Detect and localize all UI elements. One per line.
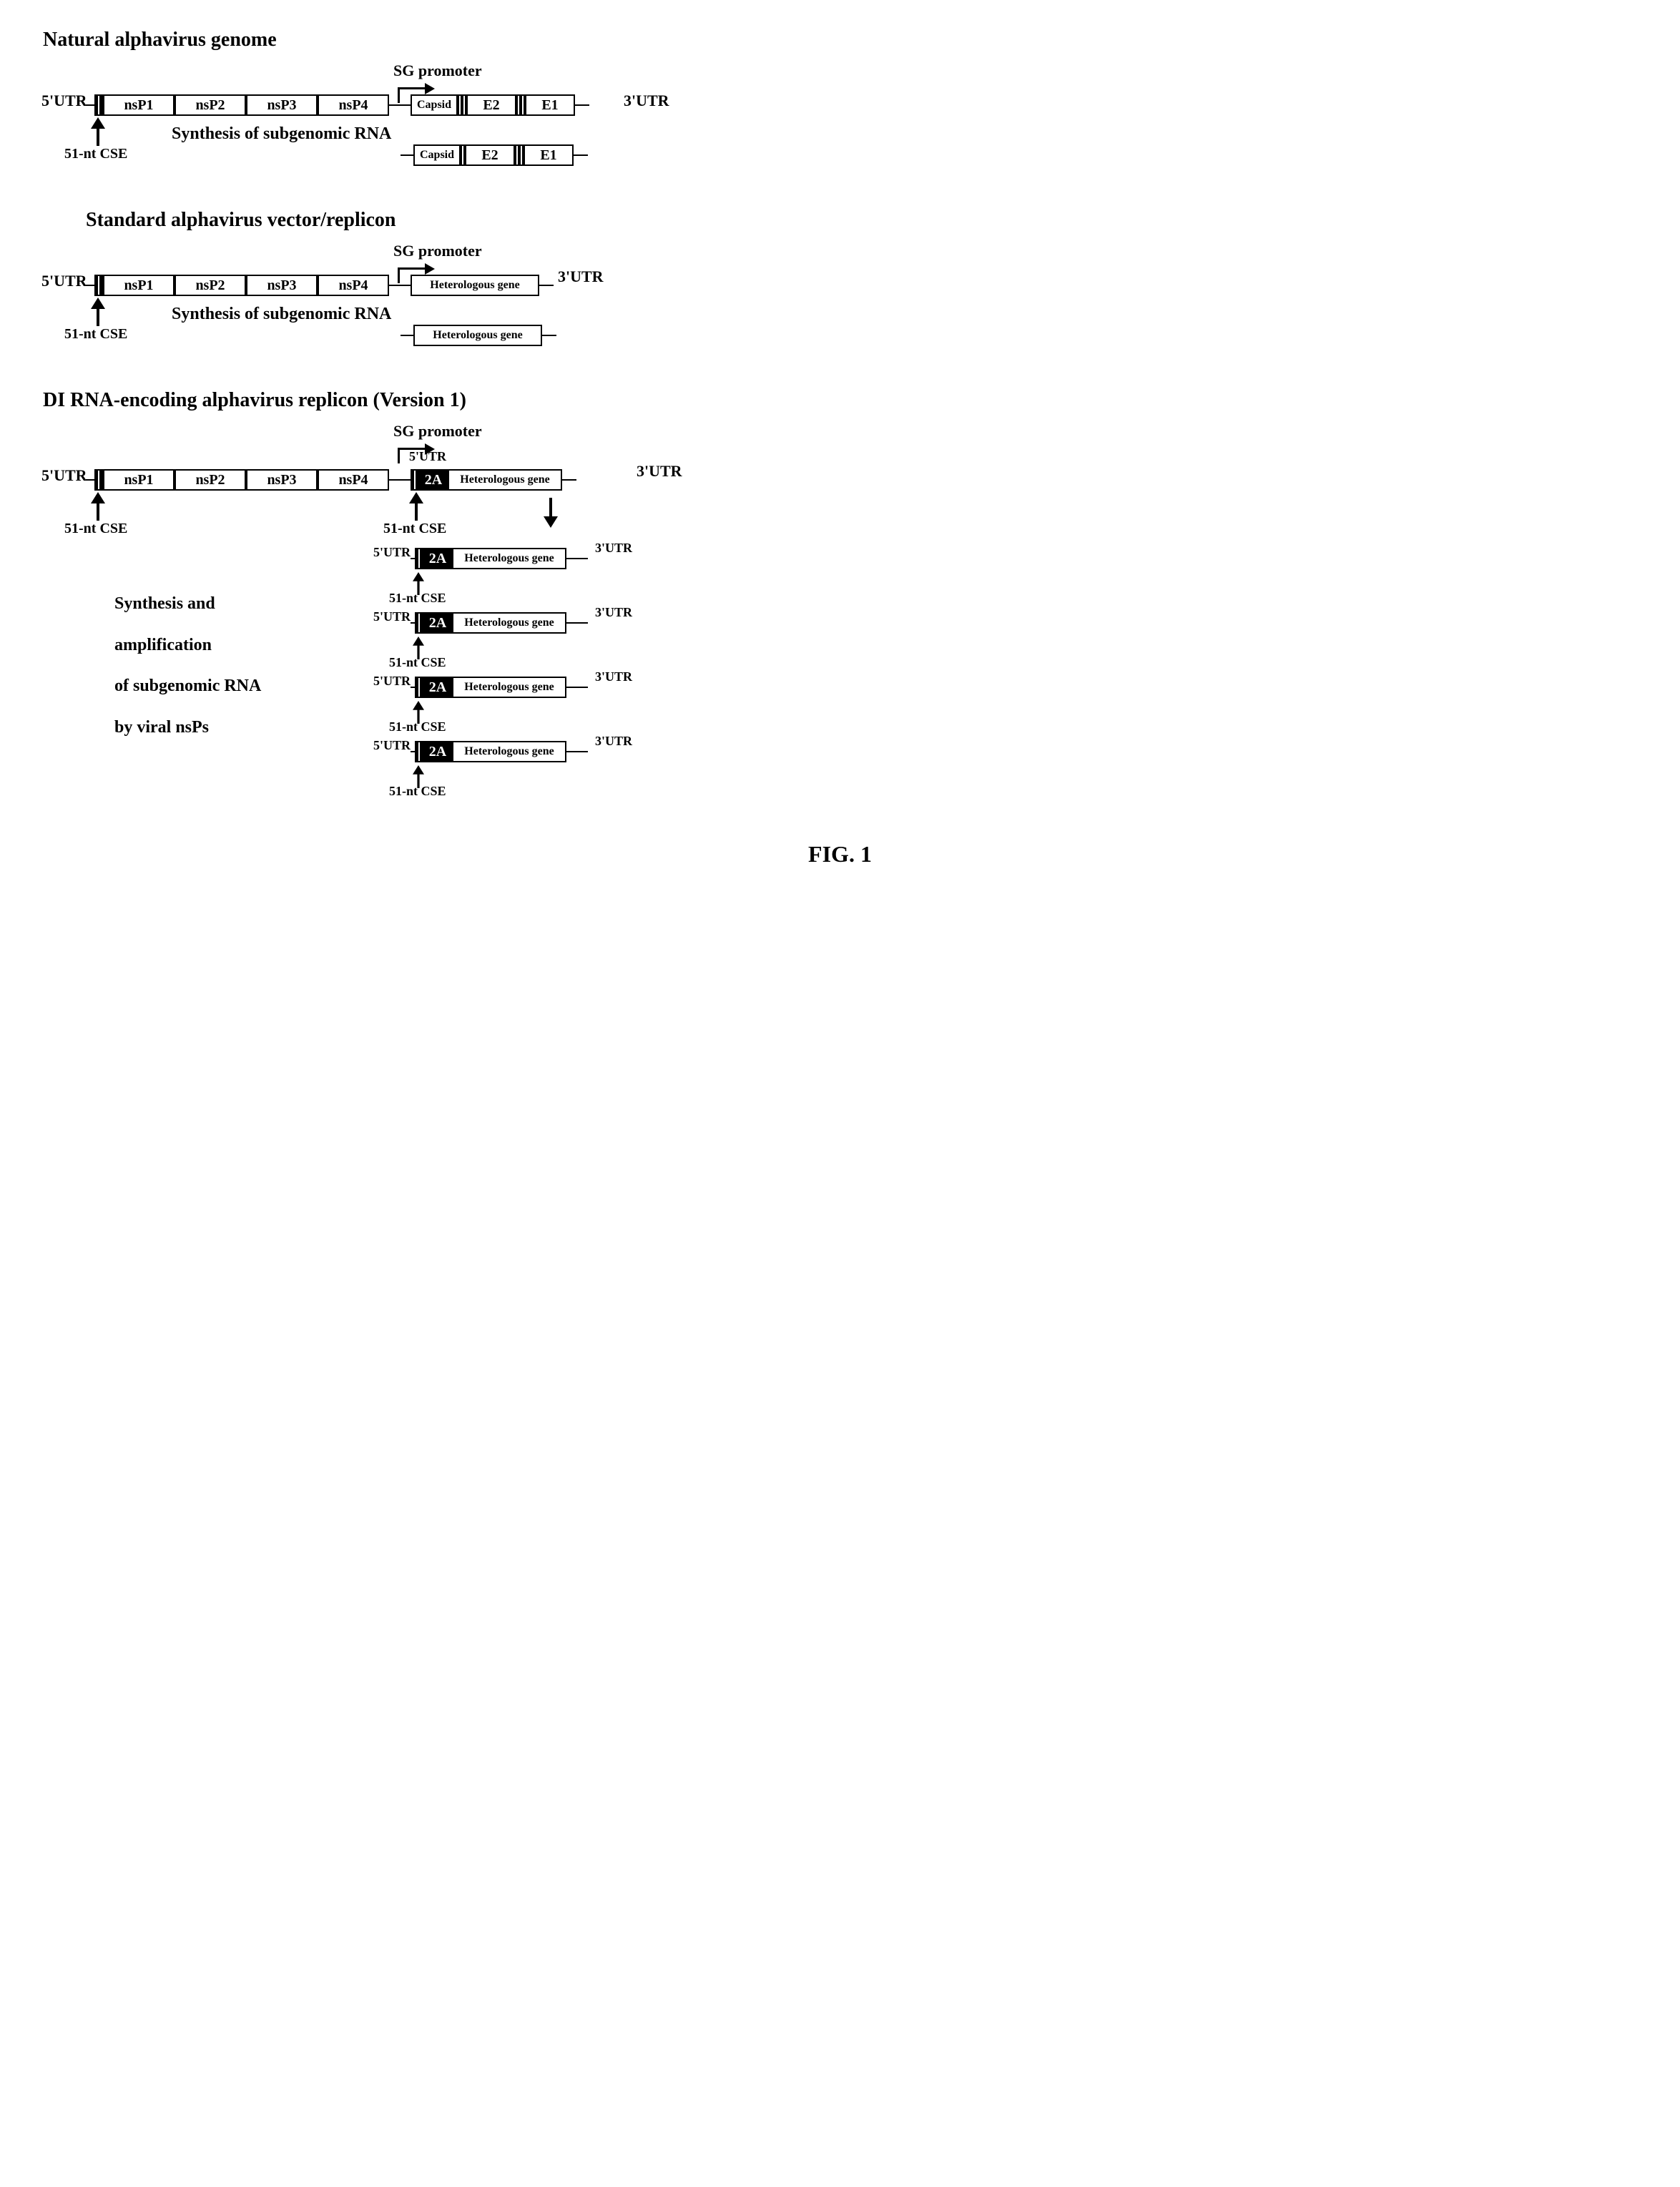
cse-text: 51-nt CSE [64, 521, 127, 537]
nsp1-box: nsP1 [103, 94, 175, 116]
nsp3-box: nsP3 [246, 94, 318, 116]
cse-arrow-icon [91, 298, 105, 326]
cse-text: 51-nt CSE [389, 784, 446, 799]
heterologous-box: Heterologous gene [452, 612, 566, 634]
synthesis-label: Synthesis of subgenomic RNA [172, 124, 391, 144]
heterologous-box: Heterologous gene [452, 677, 566, 698]
genome-track: nsP1 nsP2 nsP3 nsP4 Capsid E2 E1 [86, 94, 589, 116]
panel-di-rna-replicon: DI RNA-encoding alphavirus replicon (Ver… [43, 389, 1637, 798]
nsp2-box: nsP2 [175, 469, 246, 491]
five-utr-sub-label: 5'UTR [409, 449, 446, 464]
cse-text: 51-nt CSE [389, 655, 446, 670]
twoA-box: 2A [419, 469, 448, 491]
sg-product-track: 2A Heterologous gene [411, 612, 588, 634]
subgenomic-track: Heterologous gene [401, 325, 556, 346]
five-utr-label: 5'UTR [373, 609, 411, 624]
panel1-title: Natural alphavirus genome [43, 29, 1637, 51]
amplification-text: Synthesis and amplification of subgenomi… [114, 584, 261, 748]
sg-product-track: 2A Heterologous gene [411, 741, 588, 762]
e2-box: E2 [466, 94, 516, 116]
nsp1-box: nsP1 [103, 469, 175, 491]
three-utr-label: 3'UTR [595, 605, 632, 620]
cse-text: 51-nt CSE [64, 326, 127, 343]
cse-element [94, 469, 103, 491]
heterologous-box: Heterologous gene [413, 325, 542, 346]
nsp4-box: nsP4 [318, 275, 389, 296]
three-utr-label: 3'UTR [595, 669, 632, 684]
amp-line-4: by viral nsPs [114, 707, 261, 749]
cse-element [94, 94, 103, 116]
cse-text: 51-nt CSE [389, 719, 446, 734]
cse-text: 51-nt CSE [389, 591, 446, 606]
five-utr-label: 5'UTR [41, 466, 87, 485]
cse-text: 51-nt CSE [383, 521, 446, 537]
nsp4-box: nsP4 [318, 469, 389, 491]
amp-line-1: Synthesis and [114, 584, 261, 625]
sg-product-track: 2A Heterologous gene [411, 548, 588, 569]
e1-box: E1 [525, 94, 575, 116]
figure-label: FIG. 1 [43, 841, 1637, 868]
panel2-title: Standard alphavirus vector/replicon [86, 209, 1637, 232]
panel-natural-genome: Natural alphavirus genome SG promoter 5'… [43, 29, 1637, 166]
amp-line-3: of subgenomic RNA [114, 666, 261, 707]
nsp4-box: nsP4 [318, 94, 389, 116]
three-utr-label: 3'UTR [637, 462, 682, 481]
panel-standard-replicon: Standard alphavirus vector/replicon SG p… [43, 209, 1637, 346]
amp-line-2: amplification [114, 625, 261, 667]
capsid-box: Capsid [411, 94, 458, 116]
synthesis-label: Synthesis of subgenomic RNA [172, 305, 391, 324]
five-utr-label: 5'UTR [373, 674, 411, 689]
amplification-arrow-icon [544, 498, 558, 526]
panel3-title: DI RNA-encoding alphavirus replicon (Ver… [43, 389, 1637, 412]
cse-arrow-icon [409, 492, 423, 521]
cse-arrow-icon [91, 492, 105, 521]
three-utr-label: 3'UTR [624, 92, 669, 110]
replicon-track: nsP1 nsP2 nsP3 nsP4 Heterologous gene [86, 275, 554, 296]
nsp2-box: nsP2 [175, 94, 246, 116]
di-replicon-track: nsP1 nsP2 nsP3 nsP4 2A Heterologous gene [86, 469, 576, 491]
twoA-box: 2A [423, 548, 452, 569]
five-utr-label: 5'UTR [41, 272, 87, 290]
heterologous-box: Heterologous gene [448, 469, 562, 491]
twoA-box: 2A [423, 741, 452, 762]
cse-element-2 [411, 469, 419, 491]
heterologous-box: Heterologous gene [411, 275, 539, 296]
e1-box: E1 [524, 144, 574, 166]
twoA-box: 2A [423, 677, 452, 698]
heterologous-box: Heterologous gene [452, 548, 566, 569]
three-utr-label: 3'UTR [558, 267, 604, 286]
sg-product-track: 2A Heterologous gene [411, 677, 588, 698]
subgenomic-track: Capsid E2 E1 [401, 144, 588, 166]
twoA-box: 2A [423, 612, 452, 634]
five-utr-label: 5'UTR [41, 92, 87, 110]
nsp3-box: nsP3 [246, 469, 318, 491]
heterologous-box: Heterologous gene [452, 741, 566, 762]
e2-box: E2 [465, 144, 515, 166]
cse-arrow-icon [91, 117, 105, 146]
nsp3-box: nsP3 [246, 275, 318, 296]
cse-element [94, 275, 103, 296]
capsid-box: Capsid [413, 144, 461, 166]
cse-element [415, 548, 423, 569]
five-utr-label: 5'UTR [373, 545, 411, 560]
cse-text: 51-nt CSE [64, 146, 127, 162]
five-utr-label: 5'UTR [373, 738, 411, 753]
nsp1-box: nsP1 [103, 275, 175, 296]
three-utr-label: 3'UTR [595, 734, 632, 749]
nsp2-box: nsP2 [175, 275, 246, 296]
three-utr-label: 3'UTR [595, 541, 632, 556]
